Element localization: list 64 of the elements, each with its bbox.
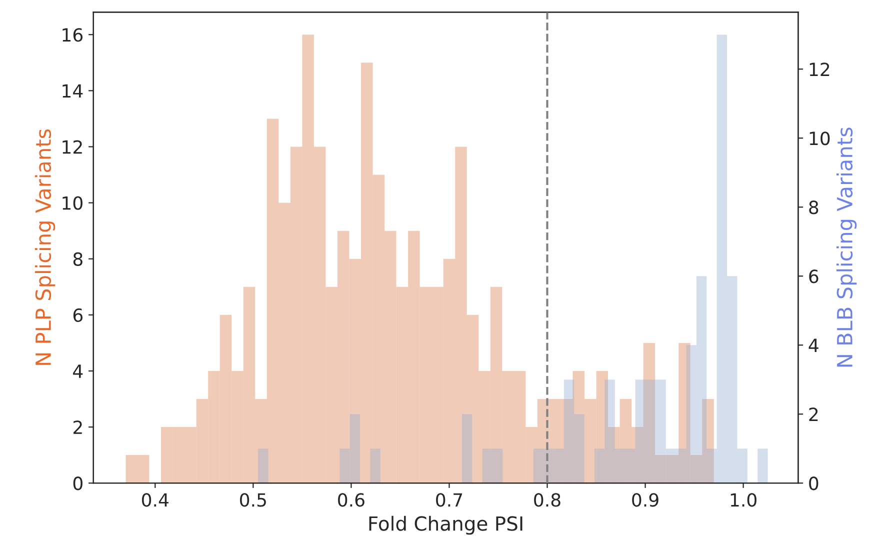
y-tick-label: 4 xyxy=(73,364,83,378)
bar xyxy=(492,448,503,484)
x-tick-label: 0.5 xyxy=(240,493,266,507)
y2-tick-label: 6 xyxy=(809,270,818,284)
bar xyxy=(360,62,373,484)
bar xyxy=(126,455,138,484)
bar xyxy=(514,370,526,484)
bar xyxy=(420,286,432,484)
bar xyxy=(326,286,338,484)
bar xyxy=(482,448,493,484)
x-tick-label: 0.6 xyxy=(338,493,364,507)
bar xyxy=(161,427,173,484)
y-tick-label: 2 xyxy=(74,420,82,434)
x-tick-label: 0.8 xyxy=(534,493,560,507)
y-tick-label: 12 xyxy=(62,140,82,154)
y2-axis-title: N BLB Splicing Variants xyxy=(836,128,857,367)
y2-tick-label: 4 xyxy=(808,338,818,352)
y-axis-title: N PLP Splicing Variants xyxy=(34,129,56,365)
bar xyxy=(502,370,514,484)
y-tick-label: 8 xyxy=(73,252,82,266)
y-tick-label: 16 xyxy=(62,28,83,42)
y2-tick-label: 8 xyxy=(809,200,818,214)
x-tick-label: 0.4 xyxy=(142,493,168,507)
bar xyxy=(208,370,220,484)
bar xyxy=(302,34,314,484)
bar xyxy=(666,448,676,484)
x-tick-label: 1.0 xyxy=(730,493,756,507)
bar xyxy=(727,276,738,484)
bar xyxy=(696,276,707,484)
y-tick-label: 0 xyxy=(73,476,82,490)
bar xyxy=(384,230,396,484)
y2-tick-label: 0 xyxy=(809,476,818,490)
bar xyxy=(676,448,686,484)
bar xyxy=(758,448,768,484)
bar xyxy=(340,448,350,484)
bar xyxy=(443,258,456,484)
y-tick-label: 14 xyxy=(62,84,83,98)
bar xyxy=(243,286,256,484)
bar xyxy=(408,230,420,484)
bar xyxy=(455,146,467,484)
bar xyxy=(396,286,408,484)
bar xyxy=(432,286,444,484)
x-tick-label: 0.9 xyxy=(632,493,658,507)
bar xyxy=(350,414,360,484)
bar xyxy=(716,34,728,484)
y2-tick-label: 10 xyxy=(810,132,830,146)
y2-tick-label: 2 xyxy=(809,408,818,421)
bar xyxy=(137,455,150,484)
bar xyxy=(172,427,185,484)
bar xyxy=(314,146,326,484)
x-axis-title: Fold Change PSI xyxy=(369,516,522,535)
y2-tick-label: 12 xyxy=(810,62,830,76)
bar xyxy=(266,118,279,484)
bar xyxy=(370,448,380,484)
bar xyxy=(290,146,302,484)
y-tick-label: 10 xyxy=(62,196,82,210)
bar xyxy=(232,370,244,484)
bar xyxy=(220,314,232,484)
bar xyxy=(737,448,748,484)
y-tick-label: 6 xyxy=(73,308,83,322)
bar xyxy=(184,427,196,484)
bar xyxy=(278,202,290,484)
x-tick-label: 0.7 xyxy=(436,493,462,507)
bar xyxy=(196,399,208,484)
